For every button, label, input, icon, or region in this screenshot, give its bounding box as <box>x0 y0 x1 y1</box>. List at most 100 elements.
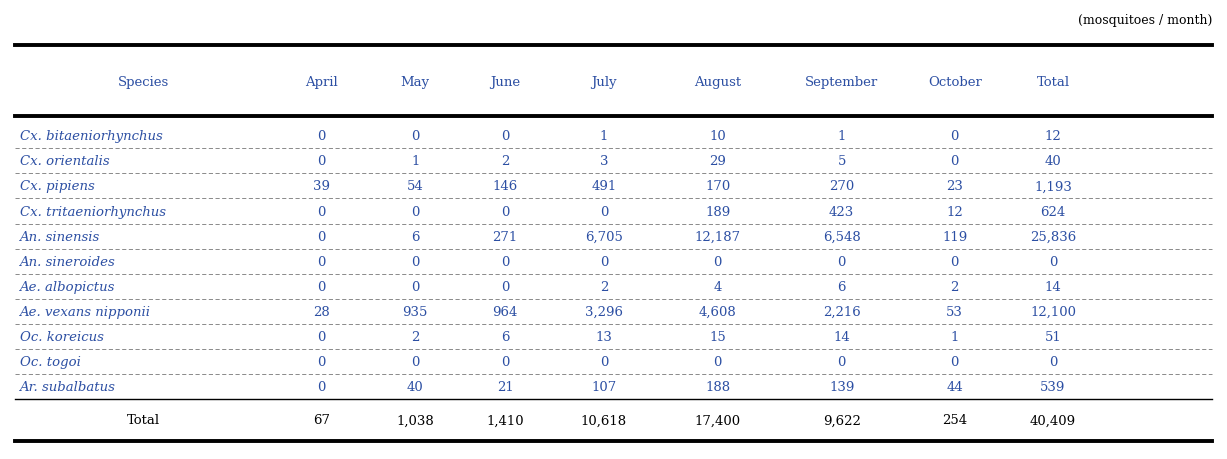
Text: 423: 423 <box>829 205 854 218</box>
Text: Oc. togoi: Oc. togoi <box>20 355 81 368</box>
Text: 1: 1 <box>411 155 420 168</box>
Text: 12: 12 <box>946 205 963 218</box>
Text: 0: 0 <box>501 130 509 143</box>
Text: 1: 1 <box>951 330 960 343</box>
Text: Species: Species <box>118 76 169 89</box>
Text: 53: 53 <box>946 305 963 318</box>
Text: 0: 0 <box>951 255 960 268</box>
Text: 1,038: 1,038 <box>396 414 434 426</box>
Text: 0: 0 <box>1049 355 1058 368</box>
Text: 4,608: 4,608 <box>699 305 736 318</box>
Text: 254: 254 <box>942 414 967 426</box>
Text: 139: 139 <box>829 381 854 393</box>
Text: 0: 0 <box>951 130 960 143</box>
Text: 29: 29 <box>709 155 726 168</box>
Text: Ae. vexans nipponii: Ae. vexans nipponii <box>20 305 151 318</box>
Text: July: July <box>591 76 617 89</box>
Text: 39: 39 <box>313 180 330 193</box>
Text: 0: 0 <box>317 205 325 218</box>
Text: 0: 0 <box>411 130 420 143</box>
Text: 0: 0 <box>951 355 960 368</box>
Text: 0: 0 <box>600 255 609 268</box>
Text: 4: 4 <box>713 280 721 293</box>
Text: 0: 0 <box>317 355 325 368</box>
Text: 6: 6 <box>411 230 420 243</box>
Text: 6,548: 6,548 <box>823 230 860 243</box>
Text: Cx. tritaeniorhynchus: Cx. tritaeniorhynchus <box>20 205 166 218</box>
Text: 6,705: 6,705 <box>585 230 623 243</box>
Text: 6: 6 <box>501 330 509 343</box>
Text: Cx. pipiens: Cx. pipiens <box>20 180 94 193</box>
Text: Ae. albopictus: Ae. albopictus <box>20 280 115 293</box>
Text: 1: 1 <box>600 130 609 143</box>
Text: 0: 0 <box>317 280 325 293</box>
Text: 3: 3 <box>600 155 609 168</box>
Text: 0: 0 <box>317 155 325 168</box>
Text: Total: Total <box>126 414 160 426</box>
Text: 17,400: 17,400 <box>694 414 741 426</box>
Text: 6: 6 <box>837 280 845 293</box>
Text: Cx. bitaeniorhynchus: Cx. bitaeniorhynchus <box>20 130 162 143</box>
Text: 964: 964 <box>492 305 518 318</box>
Text: May: May <box>401 76 429 89</box>
Text: 0: 0 <box>713 355 721 368</box>
Text: 0: 0 <box>411 205 420 218</box>
Text: 40: 40 <box>407 381 423 393</box>
Text: 54: 54 <box>407 180 423 193</box>
Text: April: April <box>306 76 337 89</box>
Text: 0: 0 <box>600 355 609 368</box>
Text: 0: 0 <box>411 280 420 293</box>
Text: 9,622: 9,622 <box>822 414 860 426</box>
Text: 21: 21 <box>497 381 513 393</box>
Text: 67: 67 <box>313 414 330 426</box>
Text: 2,216: 2,216 <box>823 305 860 318</box>
Text: 2: 2 <box>600 280 609 293</box>
Text: August: August <box>694 76 741 89</box>
Text: 0: 0 <box>838 355 845 368</box>
Text: 491: 491 <box>591 180 616 193</box>
Text: 1,193: 1,193 <box>1034 180 1072 193</box>
Text: 1: 1 <box>838 130 845 143</box>
Text: 271: 271 <box>492 230 518 243</box>
Text: 0: 0 <box>317 130 325 143</box>
Text: 0: 0 <box>317 330 325 343</box>
Text: 0: 0 <box>951 155 960 168</box>
Text: 119: 119 <box>942 230 967 243</box>
Text: 5: 5 <box>838 155 845 168</box>
Text: 0: 0 <box>1049 255 1058 268</box>
Text: 270: 270 <box>829 180 854 193</box>
Text: 10,618: 10,618 <box>580 414 627 426</box>
Text: 0: 0 <box>838 255 845 268</box>
Text: 0: 0 <box>600 205 609 218</box>
Text: September: September <box>805 76 879 89</box>
Text: 0: 0 <box>713 255 721 268</box>
Text: Oc. koreicus: Oc. koreicus <box>20 330 103 343</box>
Text: 0: 0 <box>317 255 325 268</box>
Text: 10: 10 <box>709 130 726 143</box>
Text: 14: 14 <box>1044 280 1061 293</box>
Text: 0: 0 <box>317 230 325 243</box>
Text: Cx. orientalis: Cx. orientalis <box>20 155 109 168</box>
Text: 12,100: 12,100 <box>1029 305 1076 318</box>
Text: 12,187: 12,187 <box>694 230 741 243</box>
Text: 1,410: 1,410 <box>486 414 524 426</box>
Text: 624: 624 <box>1040 205 1065 218</box>
Text: An. sineroides: An. sineroides <box>20 255 115 268</box>
Text: 0: 0 <box>501 280 509 293</box>
Text: 189: 189 <box>706 205 730 218</box>
Text: An. sinensis: An. sinensis <box>20 230 99 243</box>
Text: 25,836: 25,836 <box>1029 230 1076 243</box>
Text: 0: 0 <box>411 255 420 268</box>
Text: Ar. subalbatus: Ar. subalbatus <box>20 381 115 393</box>
Text: 2: 2 <box>411 330 420 343</box>
Text: 170: 170 <box>706 180 730 193</box>
Text: 23: 23 <box>946 180 963 193</box>
Text: 0: 0 <box>411 355 420 368</box>
Text: 146: 146 <box>492 180 518 193</box>
Text: 3,296: 3,296 <box>585 305 623 318</box>
Text: 188: 188 <box>706 381 730 393</box>
Text: 14: 14 <box>833 330 850 343</box>
Text: 12: 12 <box>1044 130 1061 143</box>
Text: 13: 13 <box>595 330 612 343</box>
Text: 0: 0 <box>317 381 325 393</box>
